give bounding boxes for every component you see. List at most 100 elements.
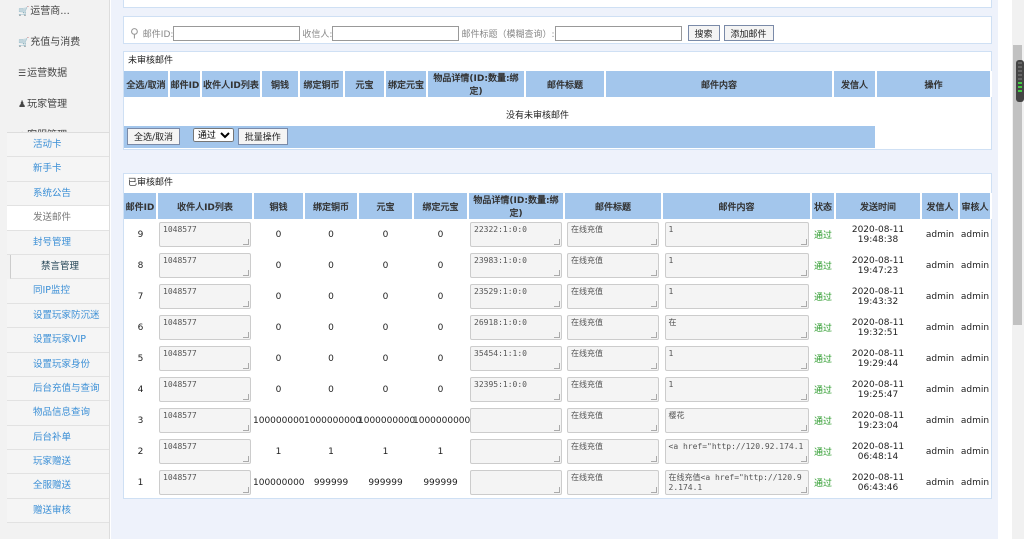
recipients-textarea[interactable]: 1048577 xyxy=(159,222,251,247)
sidebar-subitem[interactable]: 禁言管理 xyxy=(10,254,109,280)
cell-id: 9 xyxy=(137,229,144,240)
recipients-textarea[interactable]: 1048577 xyxy=(159,408,251,433)
table-row: 2 1048577 1 1 1 1 在线充值 <a href="http://120.92.1… xyxy=(124,436,991,467)
recipients-textarea[interactable]: 1048577 xyxy=(159,284,251,309)
items-textarea[interactable]: 26918:1:0:0 xyxy=(470,315,562,340)
sidebar-subitem[interactable]: 活动卡 xyxy=(7,133,109,158)
items-textarea[interactable]: 35454:1:1:0 xyxy=(470,346,562,371)
sidebar-item[interactable]: 🛒充值与消费 xyxy=(4,27,108,58)
scrollbar[interactable] xyxy=(1012,0,1024,539)
sidebar-item[interactable]: ☰运营数据 xyxy=(4,58,108,89)
cell-sender: admin xyxy=(925,446,955,457)
action-select[interactable]: 通过 xyxy=(192,128,234,142)
title-textarea[interactable]: 在线充值 xyxy=(567,315,659,340)
column-header: 元宝 xyxy=(344,71,386,97)
content-textarea[interactable]: 在 xyxy=(664,315,809,340)
cell-yuanbao: 1 xyxy=(382,446,389,457)
recipients-textarea[interactable]: 1048577 xyxy=(159,346,251,371)
sidebar-subitem[interactable]: 设置玩家VIP xyxy=(7,328,109,353)
scrollbar-thumb[interactable] xyxy=(1013,45,1022,325)
sidebar-subitem[interactable]: 全服赠送 xyxy=(7,474,109,499)
content-textarea[interactable]: 在线充值<a href="http://120.92.174.1 xyxy=(664,470,809,495)
items-textarea[interactable] xyxy=(470,408,562,433)
cell-reviewer: admin xyxy=(960,477,990,488)
content-textarea[interactable]: 1 xyxy=(664,222,809,247)
title-textarea[interactable]: 在线充值 xyxy=(567,408,659,433)
content-textarea[interactable]: <a href="http://120.92.174.1 xyxy=(664,439,809,464)
column-header: 邮件内容 xyxy=(605,71,834,97)
title-textarea[interactable]: 在线充值 xyxy=(567,253,659,278)
sidebar-subitem[interactable]: 同IP监控 xyxy=(7,279,109,304)
column-header: 发信人 xyxy=(833,71,877,97)
content-textarea[interactable]: 樱花 xyxy=(664,408,809,433)
sidebar-subitem[interactable]: 设置玩家防沉迷 xyxy=(7,303,109,329)
status-badge: 通过 xyxy=(813,231,832,241)
status-badge: 通过 xyxy=(813,293,832,303)
title-textarea[interactable]: 在线充值 xyxy=(567,377,659,402)
cell-yuanbao: 0 xyxy=(382,384,389,395)
approved-mail-panel: 已审核邮件 邮件ID 收件人ID列表 铜钱 绑定铜币 元宝 绑定元宝 物品详情(ID:数量:… xyxy=(123,173,992,499)
pending-title: 未审核邮件 xyxy=(128,56,174,66)
sidebar-subitem[interactable]: 玩家赠送 xyxy=(7,450,109,475)
cell-yuanbao: 999999 xyxy=(368,477,403,488)
sidebar-subitem[interactable]: 系统公告 xyxy=(7,181,109,207)
sidebar-subitem[interactable]: 设置玩家身份 xyxy=(7,352,109,377)
recipients-textarea[interactable]: 1048577 xyxy=(159,253,251,278)
select-all-button[interactable]: 全选/取消 xyxy=(127,128,181,145)
content-textarea[interactable]: 1 xyxy=(664,377,809,402)
sidebar-item-label: 玩家管理 xyxy=(27,99,68,110)
header-panel xyxy=(123,0,992,8)
status-badge: 通过 xyxy=(813,355,832,365)
items-textarea[interactable]: 22322:1:0:0 xyxy=(470,222,562,247)
sidebar-subitem[interactable]: 物品信息查询 xyxy=(7,401,109,426)
cell-bound_yuanbao: 1000000000 xyxy=(413,415,471,426)
column-header: 发信人 xyxy=(921,193,960,219)
sidebar-subitem[interactable]: 赠送审核 xyxy=(7,498,109,524)
items-textarea[interactable]: 23983:1:0:0 xyxy=(470,253,562,278)
cell-sender: admin xyxy=(925,477,955,488)
recipients-textarea[interactable]: 1048577 xyxy=(159,470,251,495)
title-textarea[interactable]: 在线充值 xyxy=(567,346,659,371)
items-textarea[interactable] xyxy=(470,470,562,495)
pending-mail-panel: 未审核邮件 全选/取消 邮件ID 收件人ID列表 铜钱 绑定铜币 元宝 绑定元宝 物品详情(I… xyxy=(123,51,992,150)
content-textarea[interactable]: 1 xyxy=(664,253,809,278)
add-mail-button[interactable]: 添加邮件 xyxy=(723,25,774,41)
recipient-input[interactable] xyxy=(332,25,460,41)
items-textarea[interactable]: 23529:1:0:0 xyxy=(470,284,562,309)
cell-bound_copper: 1000000000 xyxy=(304,415,362,426)
cell-yuanbao: 0 xyxy=(382,260,389,271)
recipients-textarea[interactable]: 1048577 xyxy=(159,439,251,464)
title-textarea[interactable]: 在线充值 xyxy=(567,222,659,247)
items-textarea[interactable]: 32395:1:0:0 xyxy=(470,377,562,402)
column-header: 邮件标题 xyxy=(564,193,663,219)
batch-operation-button[interactable]: 批量操作 xyxy=(237,128,288,145)
pending-table: 全选/取消 邮件ID 收件人ID列表 铜钱 绑定铜币 元宝 绑定元宝 物品详情(ID:数量:绑… xyxy=(124,71,992,131)
title-textarea[interactable]: 在线充值 xyxy=(567,470,659,495)
content-textarea[interactable]: 1 xyxy=(664,346,809,371)
column-header: 状态 xyxy=(811,193,836,219)
title-textarea[interactable]: 在线充值 xyxy=(567,284,659,309)
recipients-textarea[interactable]: 1048577 xyxy=(159,377,251,402)
sidebar-item[interactable]: ♟玩家管理 xyxy=(4,89,108,120)
sidebar-subitem[interactable]: 封号管理 xyxy=(7,230,109,255)
column-header: 发送时间 xyxy=(835,193,922,219)
title-textarea[interactable]: 在线充值 xyxy=(567,439,659,464)
cell-id: 3 xyxy=(137,415,144,426)
search-button[interactable]: 搜索 xyxy=(687,25,720,41)
sidebar-subitem[interactable]: 后台充值与查询 xyxy=(7,376,109,402)
cell-time: 2020-08-11 19:23:04 xyxy=(851,410,905,431)
sidebar-item[interactable]: 🛒运营商... xyxy=(4,0,108,27)
cell-copper: 0 xyxy=(275,384,282,395)
sidebar-subitem[interactable]: 新手卡 xyxy=(7,157,109,182)
floating-widget[interactable] xyxy=(1016,60,1024,102)
cell-time: 2020-08-11 06:48:14 xyxy=(851,441,905,462)
sidebar-subitem[interactable]: 发送邮件 xyxy=(7,206,109,231)
recipients-textarea[interactable]: 1048577 xyxy=(159,315,251,340)
cell-time: 2020-08-11 19:48:38 xyxy=(851,224,905,245)
content-textarea[interactable]: 1 xyxy=(664,284,809,309)
mail-id-input[interactable] xyxy=(173,25,301,41)
cell-reviewer: admin xyxy=(960,384,990,395)
items-textarea[interactable] xyxy=(470,439,562,464)
title-input[interactable] xyxy=(554,25,682,41)
sidebar-subitem[interactable]: 后台补单 xyxy=(7,425,109,451)
